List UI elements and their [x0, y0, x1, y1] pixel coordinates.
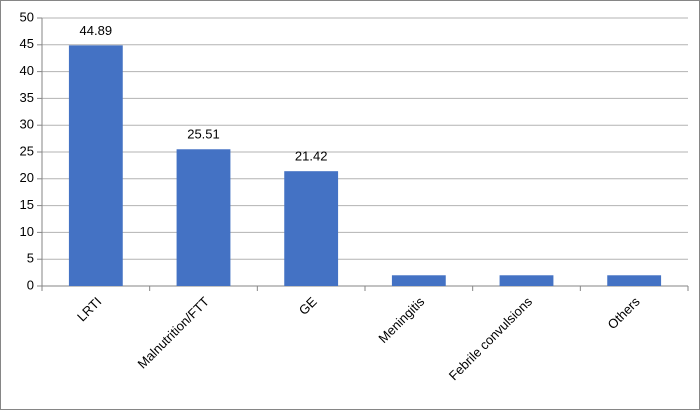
bar	[68, 45, 123, 286]
value-label: 21.42	[295, 149, 328, 164]
y-tick-label: 25	[20, 143, 34, 158]
value-label: 44.89	[80, 23, 113, 38]
y-tick-label: 45	[20, 36, 34, 51]
y-tick-label: 10	[20, 224, 34, 239]
value-label: 25.51	[187, 127, 220, 142]
y-tick-label: 20	[20, 170, 34, 185]
y-tick-label: 15	[20, 197, 34, 212]
bar	[607, 275, 662, 286]
bar	[499, 275, 554, 286]
y-tick-label: 0	[27, 277, 34, 292]
y-tick-label: 30	[20, 117, 34, 132]
bar	[284, 171, 339, 286]
bar	[176, 149, 231, 286]
y-tick-label: 40	[20, 63, 34, 78]
y-tick-label: 50	[20, 9, 34, 24]
y-tick-label: 35	[20, 90, 34, 105]
y-tick-label: 5	[27, 251, 34, 266]
bar	[391, 275, 446, 286]
